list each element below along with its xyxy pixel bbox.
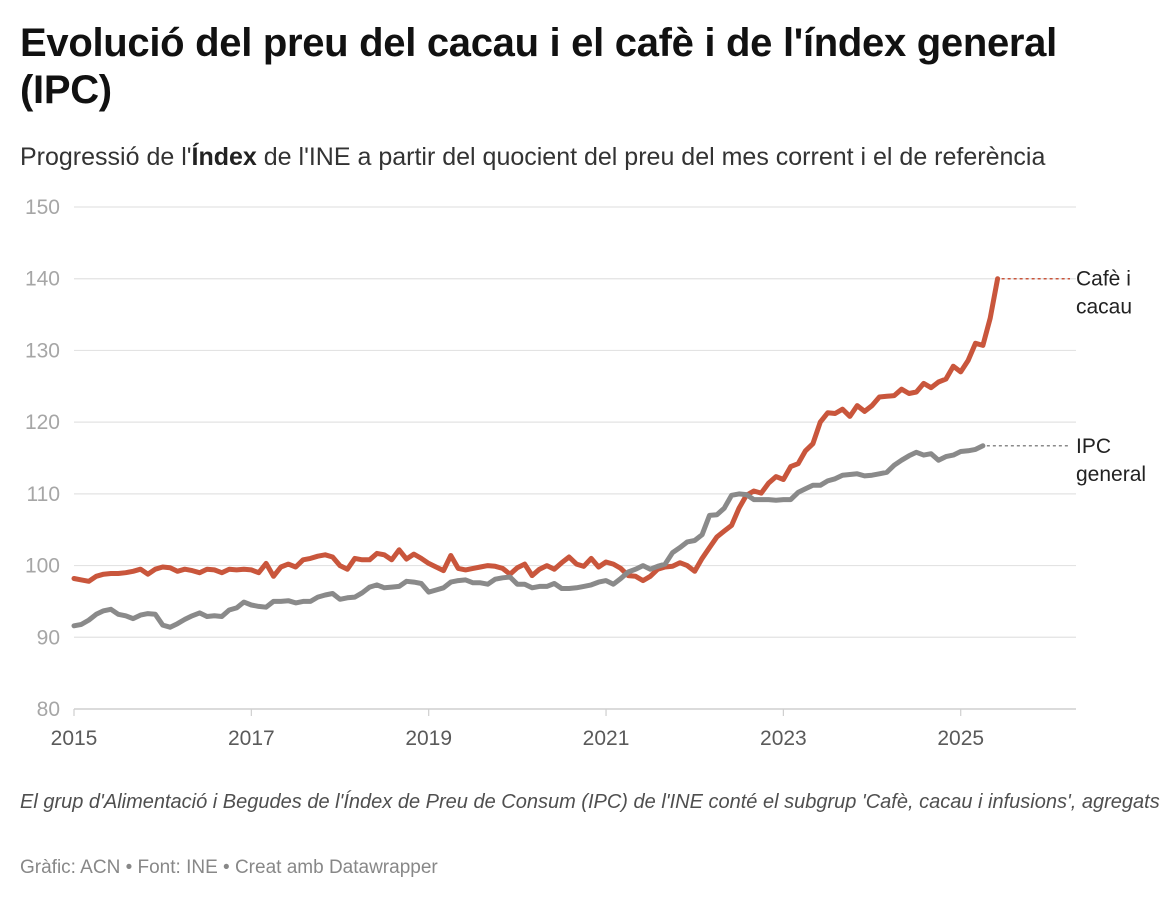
subtitle-rest: de l'INE a partir del quocient del preu … [256, 143, 1046, 171]
y-tick-label: 140 [25, 268, 60, 291]
chart-credits: Gràfic: ACN • Font: INE • Creat amb Data… [20, 857, 438, 878]
y-tick-label: 110 [27, 483, 60, 506]
x-tick-label: 2025 [937, 727, 984, 750]
series-label-line: cacau [1076, 296, 1132, 319]
x-tick-label: 2019 [405, 727, 452, 750]
series-lines [71, 276, 1001, 630]
x-tick-label: 2015 [51, 727, 98, 750]
y-tick-label: 80 [37, 698, 60, 721]
series-label-line: general [1076, 463, 1146, 486]
x-tick-label: 2017 [228, 727, 275, 750]
y-axis-ticks: 80 90 100 110 120 130 140 150 [25, 196, 60, 721]
y-tick-label: 100 [25, 555, 60, 578]
y-tick-label: 120 [25, 411, 60, 434]
x-tick-label: 2023 [760, 727, 807, 750]
gridlines [74, 206, 1076, 710]
series-label-ipc-general: IPC general [1076, 435, 1146, 486]
subtitle-lead: Progressió de l' [20, 143, 192, 171]
series-labels: Cafè i cacau IPC general [986, 268, 1146, 486]
y-tick-label: 90 [37, 626, 60, 649]
series-label-line: Cafè i [1076, 268, 1131, 291]
chart-subtitle: Progressió de l'Índex de l'INE a partir … [20, 141, 1170, 173]
x-tick-label: 2021 [583, 727, 630, 750]
chart-title: Evolució del preu del cacau i el cafè i … [20, 21, 1057, 112]
series-line-cafe-cacau [71, 276, 1001, 584]
series-line-ipc-general [71, 443, 986, 630]
y-tick-label: 130 [25, 339, 60, 362]
subtitle-bold: Índex [191, 143, 257, 171]
series-label-line: IPC [1076, 435, 1111, 458]
chart-note: El grup d'Alimentació i Begudes de l'Índ… [20, 791, 1160, 813]
series-label-cafe-cacau: Cafè i cacau [1076, 268, 1132, 319]
x-axis-ticks: 2015 2017 2019 2021 2023 2025 [51, 709, 984, 750]
y-tick-label: 150 [25, 196, 60, 219]
